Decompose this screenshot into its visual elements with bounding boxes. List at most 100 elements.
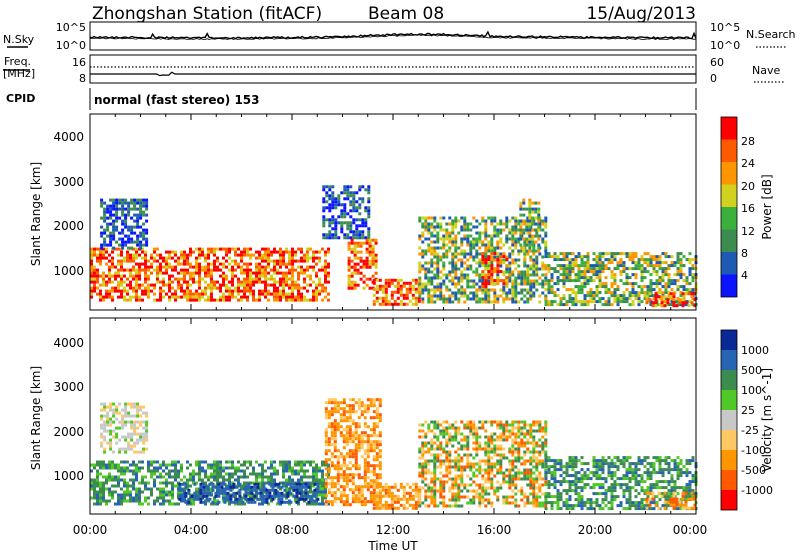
- heatmap-cell: [631, 255, 635, 259]
- heatmap-cell: [568, 267, 572, 271]
- heatmap-cell: [631, 258, 635, 262]
- heatmap-cell: [511, 225, 515, 229]
- heatmap-cell: [103, 402, 107, 406]
- heatmap-cell: [318, 466, 321, 470]
- heatmap-cell: [210, 280, 213, 284]
- velocity-heatmap-cells: [90, 398, 698, 511]
- heatmap-cell: [312, 466, 315, 470]
- heatmap-cell: [301, 494, 305, 498]
- heatmap-cell: [421, 249, 425, 253]
- heatmap-cell: [604, 267, 608, 271]
- heatmap-cell: [291, 268, 294, 272]
- heatmap-cell: [111, 274, 114, 278]
- heatmap-cell: [342, 437, 346, 441]
- heatmap-cell: [514, 225, 518, 229]
- heatmap-cell: [235, 491, 239, 495]
- heatmap-cell: [343, 206, 347, 210]
- heatmap-cell: [207, 463, 210, 467]
- heatmap-cell: [556, 303, 560, 307]
- heatmap-cell: [223, 491, 227, 495]
- heatmap-cell: [454, 276, 458, 280]
- heatmap-cell: [436, 282, 440, 286]
- heatmap-cell: [264, 283, 267, 287]
- heatmap-cell: [586, 252, 590, 256]
- heatmap-cell: [298, 491, 302, 495]
- heatmap-cell: [487, 246, 491, 250]
- heatmap-cell: [433, 471, 437, 475]
- heatmap-cell: [505, 258, 509, 262]
- heatmap-cell: [135, 274, 138, 278]
- heatmap-cell: [90, 496, 93, 500]
- heatmap-cell: [514, 291, 518, 295]
- heatmap-cell: [225, 283, 228, 287]
- heatmap-cell: [285, 262, 288, 266]
- heatmap-cell: [442, 483, 446, 487]
- heatmap-cell: [253, 494, 257, 498]
- heatmap-cell: [589, 264, 593, 268]
- heatmap-cell: [496, 297, 500, 301]
- heatmap-cell: [216, 502, 219, 506]
- heatmap-cell: [547, 282, 551, 286]
- heatmap-cell: [454, 261, 458, 265]
- heatmap-cell: [598, 273, 602, 277]
- heatmap-cell: [534, 249, 538, 253]
- heatmap-cell: [586, 279, 590, 283]
- heatmap-cell: [378, 464, 382, 468]
- heatmap-cell: [327, 422, 331, 426]
- heatmap-cell: [121, 228, 125, 232]
- heatmap-cell: [574, 291, 578, 295]
- heatmap-cell: [136, 432, 140, 436]
- heatmap-cell: [430, 222, 434, 226]
- heatmap-cell: [138, 490, 141, 494]
- heatmap-cell: [234, 478, 237, 482]
- heatmap-cell: [135, 247, 138, 251]
- heatmap-cell: [652, 267, 656, 271]
- heatmap-cell: [168, 481, 171, 485]
- heatmap-cell: [204, 487, 207, 491]
- heatmap-cell: [216, 268, 219, 272]
- heatmap-cell: [484, 285, 488, 289]
- heatmap-cell: [523, 270, 527, 274]
- heatmap-cell: [445, 471, 449, 475]
- heatmap-cell: [109, 423, 113, 427]
- heatmap-cell: [282, 277, 285, 281]
- heatmap-cell: [315, 250, 318, 254]
- heatmap-cell: [276, 280, 279, 284]
- heatmap-cell: [349, 221, 353, 225]
- heatmap-cell: [348, 434, 352, 438]
- heatmap-cell: [592, 297, 596, 301]
- heatmap-cell: [363, 410, 367, 414]
- heatmap-cell: [451, 267, 455, 271]
- heatmap-cell: [264, 265, 267, 269]
- heatmap-cell: [430, 501, 434, 505]
- heatmap-cell: [553, 267, 557, 271]
- heatmap-cell: [229, 488, 233, 492]
- heatmap-cell: [354, 431, 358, 435]
- heatmap-cell: [234, 286, 237, 290]
- heatmap-cell: [649, 279, 653, 283]
- heatmap-cell: [454, 291, 458, 295]
- heatmap-cell: [291, 286, 294, 290]
- heatmap-cell: [261, 268, 264, 272]
- heatmap-cell: [424, 252, 428, 256]
- heatmap-cell: [249, 472, 252, 476]
- heatmap-cell: [291, 259, 294, 263]
- heatmap-cell: [168, 469, 171, 473]
- heatmap-cell: [330, 437, 334, 441]
- heatmap-cell: [529, 255, 533, 259]
- power-ytick-3000: 3000: [53, 175, 84, 189]
- heatmap-cell: [325, 191, 329, 195]
- heatmap-cell: [631, 267, 635, 271]
- heatmap-cell: [99, 499, 102, 503]
- heatmap-cell: [529, 297, 533, 301]
- heatmap-cell: [153, 283, 156, 287]
- heatmap-cell: [439, 462, 443, 466]
- heatmap-cell: [321, 286, 324, 290]
- heatmap-cell: [559, 273, 563, 277]
- heatmap-cell: [267, 265, 270, 269]
- heatmap-cell: [568, 297, 572, 301]
- heatmap-cell: [472, 294, 476, 298]
- heatmap-cell: [463, 276, 467, 280]
- heatmap-cell: [346, 194, 350, 198]
- heatmap-cell: [124, 213, 128, 217]
